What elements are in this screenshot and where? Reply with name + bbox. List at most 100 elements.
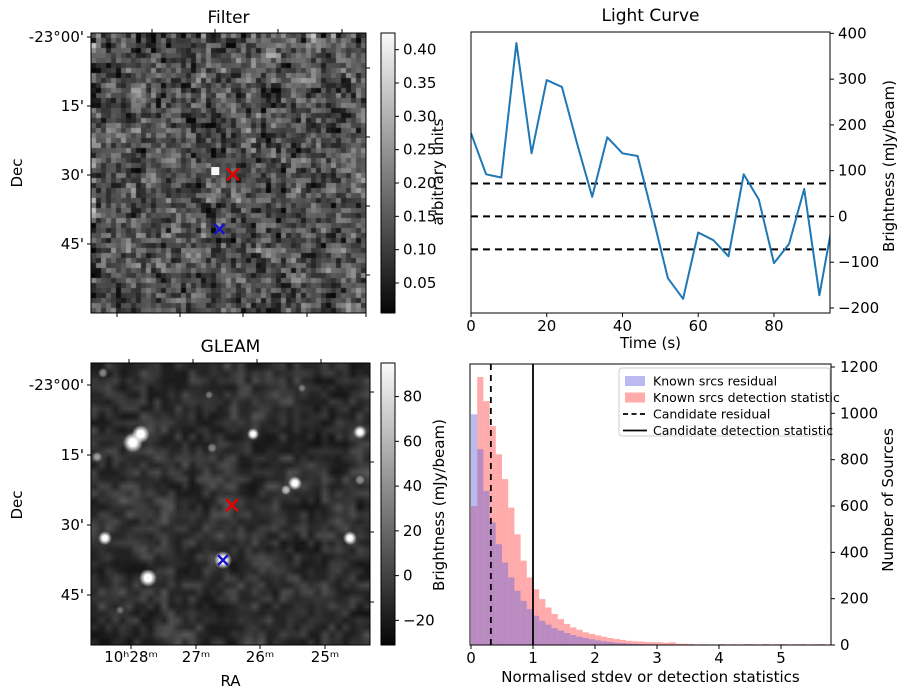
gleam-xtick-label: 26ᵐ	[246, 648, 274, 666]
histogram-bar	[669, 642, 676, 645]
histogram-bar	[514, 590, 521, 645]
light-curve-ytick-label: −100	[838, 253, 879, 271]
histogram-bar	[588, 633, 595, 645]
filter-colorbar-tick-label: 0.15	[403, 207, 436, 225]
filter-colorbar-tick-label: 0.35	[403, 74, 436, 92]
histogram-bar	[533, 615, 540, 645]
histogram-bar	[626, 643, 633, 645]
histogram-bar	[520, 560, 527, 645]
histogram-bar	[533, 589, 540, 645]
light-curve-ytick-label: 200	[838, 116, 867, 134]
histogram-axes-box	[469, 363, 832, 646]
histogram-bar	[601, 641, 608, 645]
histogram-bar	[508, 577, 515, 645]
histogram-bar	[564, 623, 571, 645]
light-curve-title: Light Curve	[601, 6, 700, 26]
histogram-xtick-label: 1	[528, 649, 538, 667]
histogram-bar	[570, 635, 577, 645]
histogram-bar	[557, 630, 564, 645]
histogram-xtick-label: 4	[714, 649, 724, 667]
filter-colorbar-tick-label: 0.10	[403, 241, 436, 259]
gleam-ytick-label: 15'	[61, 446, 84, 464]
histogram-bar	[576, 636, 583, 645]
gleam-xlabel-ra: RA	[220, 672, 241, 690]
gleam-ytick-label: 45'	[61, 586, 84, 604]
light-curve-ylabel: Brightness (mJy/beam)	[880, 80, 898, 252]
gleam-colorbar-tick-label: −20	[403, 611, 435, 629]
histogram-bar	[526, 609, 533, 645]
histogram-ytick-label: 200	[840, 590, 869, 608]
histogram-xtick-label: 2	[590, 649, 600, 667]
gleam-colorbar-tick-label: 0	[403, 567, 413, 585]
filter-axes-box	[90, 32, 367, 314]
histogram-bar	[483, 490, 490, 645]
marker-x-icon	[213, 223, 226, 235]
light-curve-ytick-label: 400	[838, 24, 867, 42]
filter-colorbar-tick-label: 0.25	[403, 141, 436, 159]
gleam-ylabel-dec: Dec	[8, 490, 26, 520]
light-curve-xtick-label: 40	[613, 317, 632, 335]
histogram-ytick-label: 600	[840, 497, 869, 515]
gleam-axes-box	[90, 362, 371, 646]
histogram-bar	[495, 454, 502, 645]
histogram-bar	[607, 642, 614, 645]
histogram-bar	[595, 635, 602, 645]
histogram-bar	[508, 507, 515, 645]
histogram-ytick-label: 800	[840, 451, 869, 469]
light-curve-line	[471, 42, 830, 300]
gleam-xtick-label: 27ᵐ	[182, 648, 210, 666]
light-curve-xtick-label: 20	[537, 317, 556, 335]
histogram-bar	[582, 632, 589, 645]
histogram-xtick-label: 5	[776, 649, 786, 667]
filter-ylabel-dec: Dec	[8, 158, 26, 188]
legend-label: Candidate residual	[653, 407, 770, 422]
legend-box	[618, 367, 831, 437]
light-curve-xtick-label: 60	[689, 317, 708, 335]
histogram-bar	[477, 449, 484, 645]
legend-label: Candidate detection statistic	[653, 423, 833, 438]
filter-colorbar-tick-label: 0.40	[403, 41, 436, 59]
histogram-bar	[526, 577, 533, 645]
histogram-bar	[489, 522, 496, 645]
histogram-xtick-label: 0	[466, 649, 476, 667]
gleam-xtick-label: 25ᵐ	[311, 648, 339, 666]
histogram-bar	[632, 643, 639, 645]
filter-image	[91, 33, 366, 313]
histogram-bar	[570, 627, 577, 645]
histogram-ytick-label: 400	[840, 543, 869, 561]
histogram-bar	[663, 642, 670, 645]
filter-ytick-label: 15'	[61, 97, 84, 115]
filter-colorbar	[380, 32, 396, 314]
gleam-xtick-label: 10ʰ28ᵐ	[104, 648, 158, 666]
filter-ytick-label: -23°00'	[29, 28, 84, 46]
histogram-bar	[539, 599, 546, 645]
legend-patch-icon	[625, 392, 645, 403]
bright-source-pixel	[211, 167, 220, 176]
histogram-bar	[601, 636, 608, 645]
gleam-title: GLEAM	[200, 337, 261, 357]
filter-colorbar-tick-label: 0.20	[403, 174, 436, 192]
light-curve-ytick-label: −200	[838, 299, 879, 317]
histogram-bar	[681, 643, 688, 645]
gleam-ytick-label: -23°00'	[29, 376, 84, 394]
histogram-bar	[675, 643, 682, 645]
histogram-bar	[495, 544, 502, 645]
histogram-bar	[477, 377, 484, 645]
histogram-bar	[613, 639, 620, 645]
histogram-series-residual	[471, 414, 719, 645]
histogram-bar	[619, 639, 626, 645]
histogram-bar	[582, 638, 589, 645]
histogram-bar	[626, 640, 633, 645]
histogram-bar	[576, 629, 583, 645]
legend-label: Known srcs residual	[653, 374, 777, 389]
histogram-bar	[551, 628, 558, 645]
filter-colorbar-tick-label: 0.05	[403, 274, 436, 292]
light-curve-ytick-label: 300	[838, 70, 867, 88]
histogram-xtick-label: 3	[652, 649, 662, 667]
light-curve-ytick-label: 0	[838, 207, 848, 225]
marker-x-icon	[226, 167, 240, 182]
histogram-bar	[514, 534, 521, 645]
histogram-bar	[632, 641, 639, 645]
gleam-ytick-label: 30'	[61, 516, 84, 534]
